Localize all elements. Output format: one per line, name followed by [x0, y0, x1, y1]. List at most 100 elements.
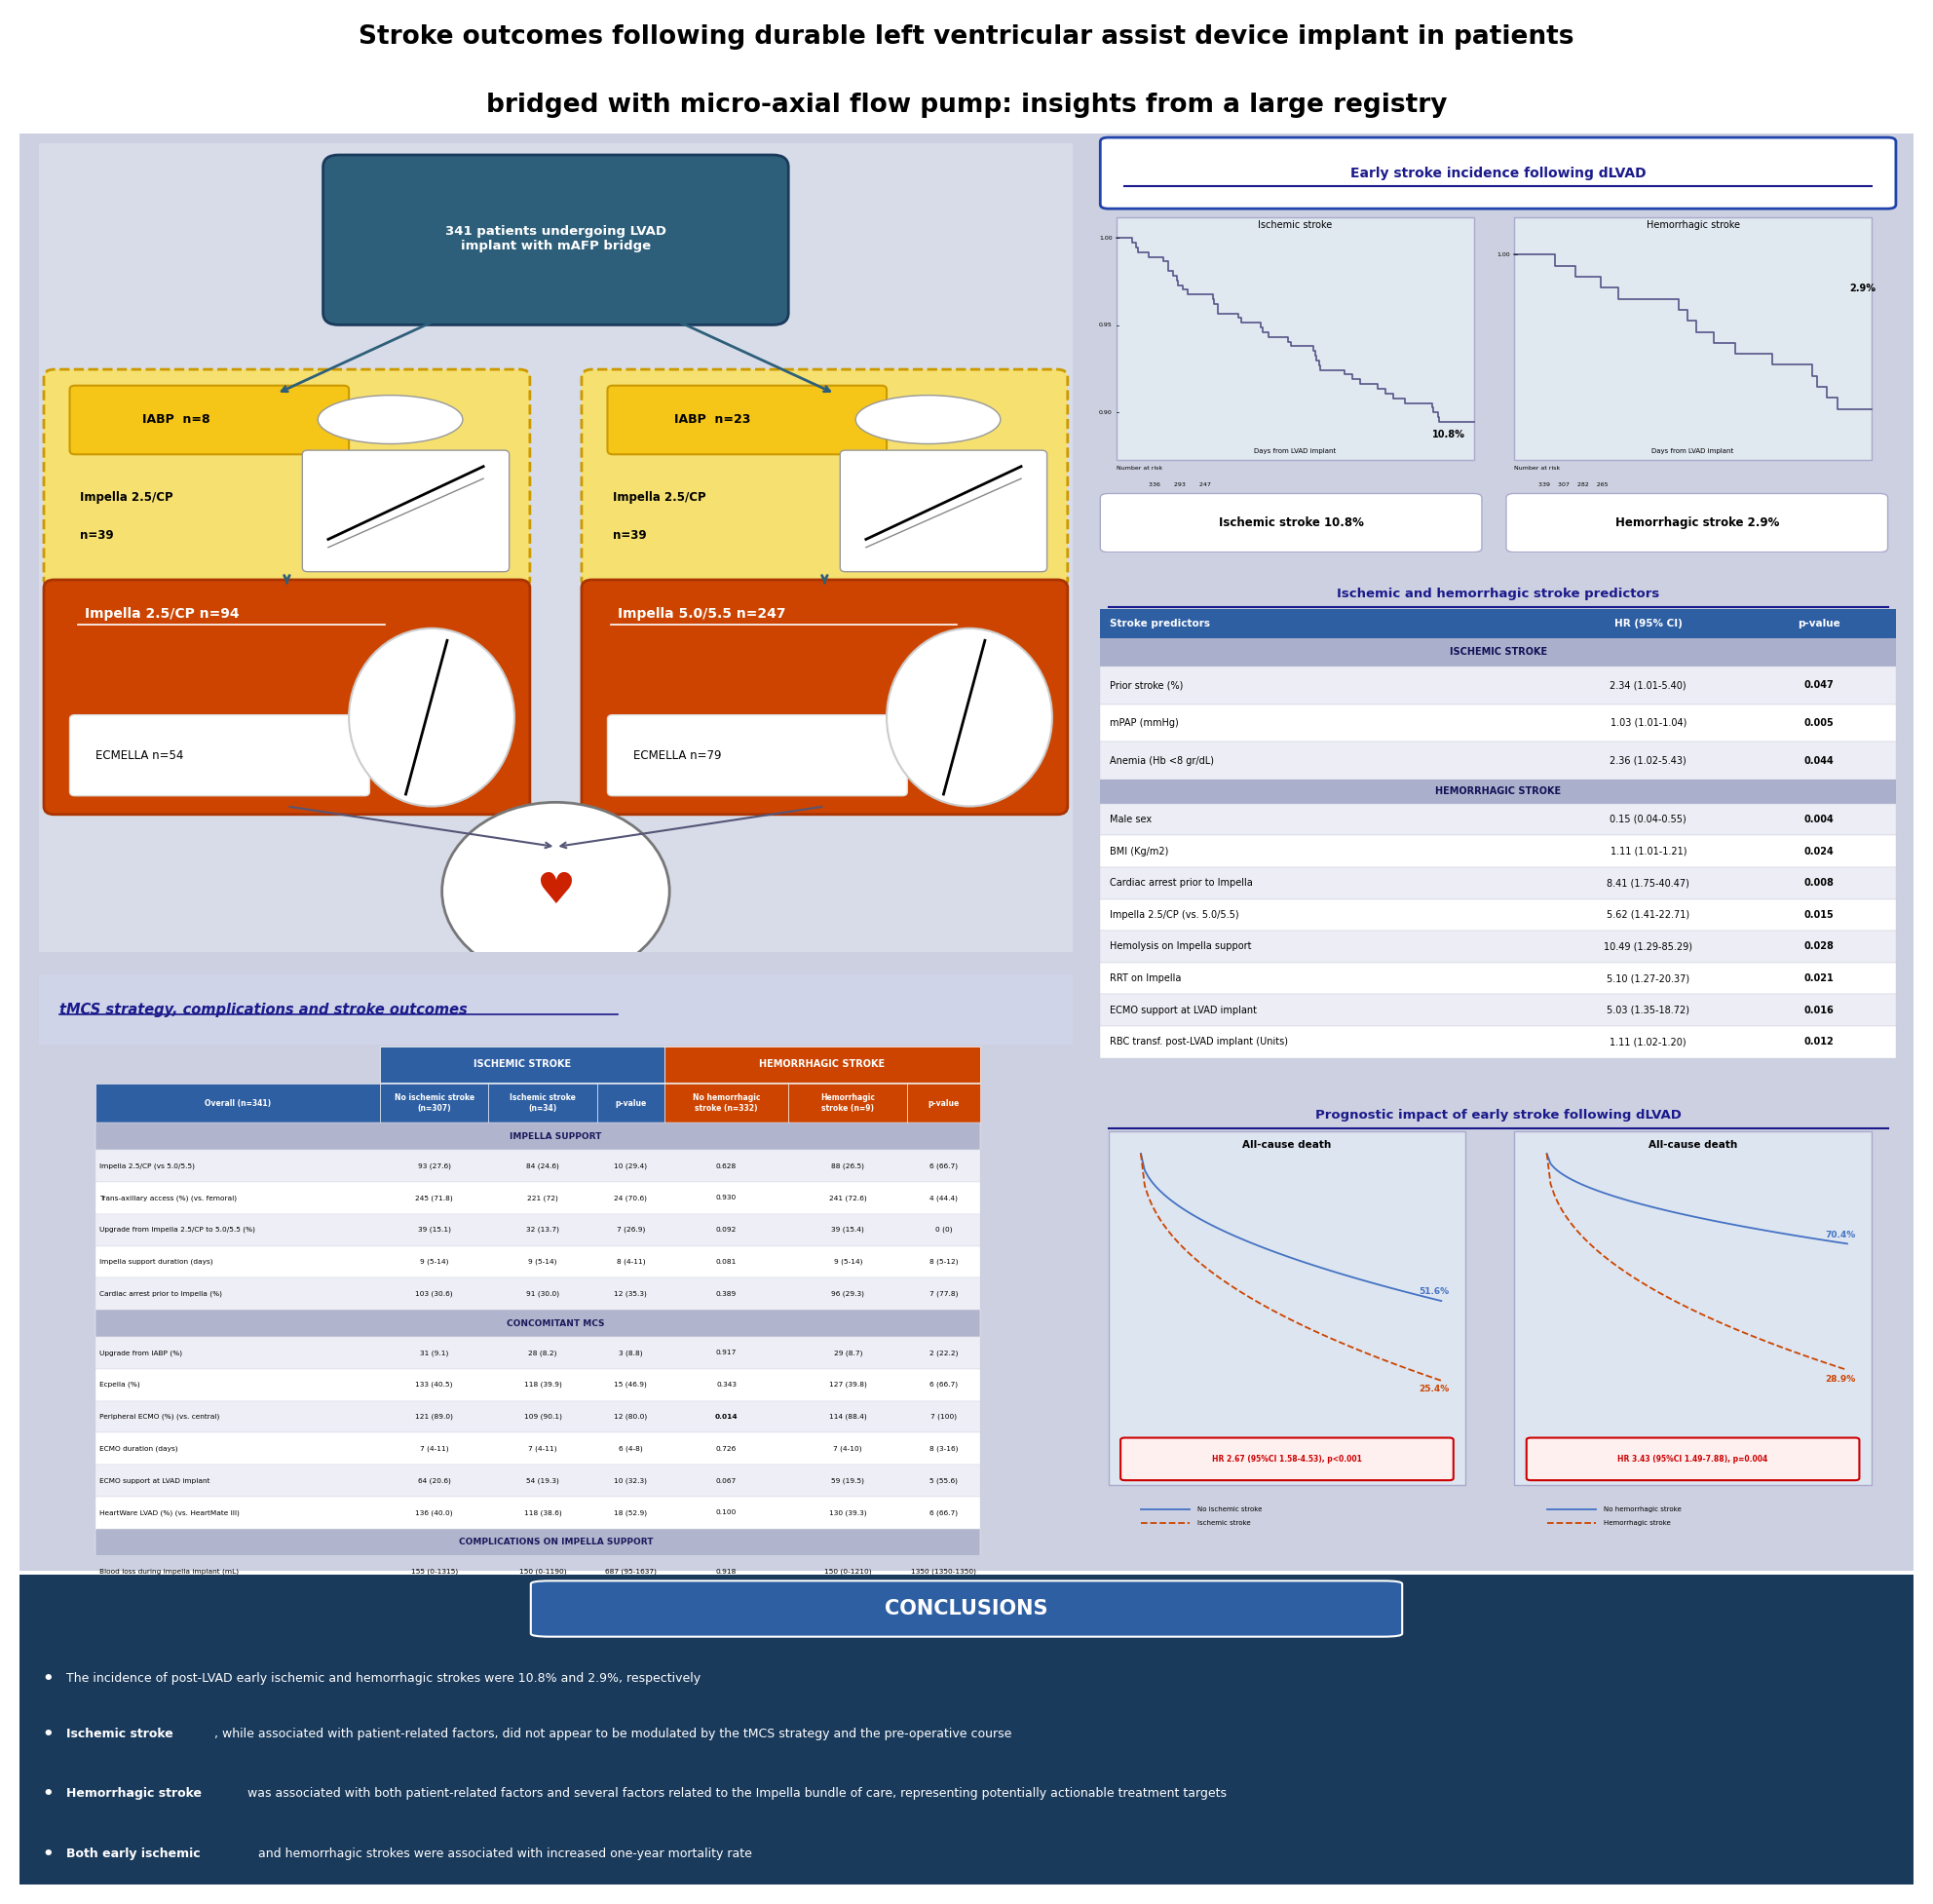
Text: p-value: p-value [615, 1099, 646, 1108]
Text: 0.95: 0.95 [1100, 324, 1111, 327]
Text: 18 (52.9): 18 (52.9) [615, 1510, 648, 1516]
Text: 59 (19.5): 59 (19.5) [831, 1478, 864, 1483]
Text: CONCLUSIONS: CONCLUSIONS [885, 1599, 1048, 1618]
Text: 155 (0-1315): 155 (0-1315) [410, 1569, 458, 1575]
Text: 150 (0-1210): 150 (0-1210) [823, 1569, 872, 1575]
Text: 8 (5-12): 8 (5-12) [930, 1259, 959, 1264]
Text: ISCHEMIC STROKE: ISCHEMIC STROKE [1450, 647, 1546, 657]
Text: 3 (8.8): 3 (8.8) [619, 1350, 642, 1356]
Text: 0.044: 0.044 [1803, 756, 1834, 765]
Text: 0.004: 0.004 [1803, 815, 1834, 824]
Text: 64 (20.6): 64 (20.6) [418, 1478, 450, 1483]
Text: 127 (40.8): 127 (40.8) [416, 1601, 452, 1607]
FancyBboxPatch shape [489, 1083, 597, 1123]
Text: and hemorrhagic strokes were associated with increased one-year mortality rate: and hemorrhagic strokes were associated … [253, 1847, 752, 1860]
Text: 118 (38.6): 118 (38.6) [524, 1510, 563, 1516]
Circle shape [443, 802, 669, 981]
Text: 1.00: 1.00 [1100, 236, 1111, 240]
Text: Hemolysis on Impella (%): Hemolysis on Impella (%) [101, 1601, 191, 1607]
Text: Hemorrhagic stroke 2.9%: Hemorrhagic stroke 2.9% [1614, 516, 1778, 529]
FancyBboxPatch shape [381, 1047, 665, 1081]
FancyBboxPatch shape [95, 1182, 980, 1215]
FancyBboxPatch shape [1084, 565, 1912, 1081]
FancyBboxPatch shape [597, 1083, 665, 1123]
Text: 7 (100): 7 (100) [930, 1413, 957, 1420]
Text: 10 (29.4): 10 (29.4) [615, 1163, 648, 1169]
Text: bridged with micro-axial flow pump: insights from a large registry: bridged with micro-axial flow pump: insi… [485, 93, 1448, 118]
FancyBboxPatch shape [1100, 137, 1896, 209]
Text: 0.092: 0.092 [715, 1226, 736, 1234]
Text: Hemolysis on Impella support: Hemolysis on Impella support [1110, 942, 1253, 952]
Text: 14 (45.2): 14 (45.2) [615, 1601, 648, 1607]
Text: , while associated with patient-related factors, did not appear to be modulated : , while associated with patient-related … [215, 1729, 1011, 1740]
FancyBboxPatch shape [1108, 1131, 1465, 1485]
Text: 10.8%: 10.8% [1432, 428, 1465, 440]
FancyBboxPatch shape [1100, 836, 1896, 866]
FancyBboxPatch shape [95, 1278, 980, 1310]
Text: 96 (29.3): 96 (29.3) [831, 1291, 864, 1297]
Text: 6 (66.7): 6 (66.7) [930, 1510, 957, 1516]
Text: Impella 2.5/CP (vs. 5.0/5.5): Impella 2.5/CP (vs. 5.0/5.5) [1110, 910, 1239, 920]
Text: ECMO support at LVAD implant: ECMO support at LVAD implant [1110, 1005, 1256, 1015]
FancyBboxPatch shape [665, 1047, 980, 1081]
Text: 0.016: 0.016 [1803, 1005, 1834, 1015]
FancyBboxPatch shape [582, 579, 1067, 815]
Text: Days from LVAD implant: Days from LVAD implant [1653, 449, 1734, 455]
Text: Prognostic impact of early stroke following dLVAD: Prognostic impact of early stroke follow… [1314, 1110, 1682, 1121]
Text: ECMELLA n=79: ECMELLA n=79 [634, 748, 721, 762]
Text: n=39: n=39 [613, 529, 646, 541]
Text: 28.9%: 28.9% [1825, 1375, 1856, 1382]
Text: 0.028: 0.028 [1803, 942, 1834, 952]
Text: The incidence of post-LVAD early ischemic and hemorrhagic strokes were 10.8% and: The incidence of post-LVAD early ischemi… [66, 1672, 702, 1685]
FancyBboxPatch shape [44, 579, 530, 815]
Text: 221 (72): 221 (72) [528, 1196, 559, 1201]
Text: 120 (39.6): 120 (39.6) [829, 1601, 866, 1607]
Text: 4 (44.4): 4 (44.4) [930, 1196, 957, 1201]
Text: 2.34 (1.01-5.40): 2.34 (1.01-5.40) [1610, 680, 1688, 689]
FancyBboxPatch shape [39, 975, 1073, 1045]
Text: HR 3.43 (95%CI 1.49-7.88), p=0.004: HR 3.43 (95%CI 1.49-7.88), p=0.004 [1618, 1455, 1769, 1462]
Text: 9 (5-14): 9 (5-14) [419, 1259, 448, 1264]
Text: No ischemic stroke
(n=307): No ischemic stroke (n=307) [394, 1093, 474, 1112]
Text: 1350 (1350-1350): 1350 (1350-1350) [910, 1569, 976, 1575]
Text: 0.024: 0.024 [1803, 847, 1834, 857]
FancyBboxPatch shape [1117, 217, 1473, 461]
FancyBboxPatch shape [95, 1310, 980, 1337]
Text: 32 (13.7): 32 (13.7) [526, 1226, 559, 1234]
FancyBboxPatch shape [95, 1123, 980, 1150]
Text: Upgrade from IABP (%): Upgrade from IABP (%) [101, 1350, 182, 1356]
Text: Number at risk: Number at risk [1117, 466, 1162, 470]
Text: 0.917: 0.917 [715, 1350, 736, 1356]
FancyBboxPatch shape [1100, 638, 1896, 666]
FancyBboxPatch shape [95, 1245, 980, 1278]
FancyBboxPatch shape [607, 385, 887, 455]
FancyBboxPatch shape [44, 369, 530, 588]
Text: Days from LVAD implant: Days from LVAD implant [1255, 449, 1336, 455]
Text: 5.10 (1.27-20.37): 5.10 (1.27-20.37) [1606, 973, 1689, 982]
Text: 0.012: 0.012 [1803, 1038, 1834, 1047]
Text: 1.03 (1.01-1.04): 1.03 (1.01-1.04) [1610, 718, 1686, 727]
Text: Number at risk: Number at risk [1514, 466, 1560, 470]
Text: IABP  n=8: IABP n=8 [143, 413, 211, 426]
FancyBboxPatch shape [1100, 899, 1896, 931]
Text: Both early ischemic: Both early ischemic [66, 1847, 201, 1860]
Ellipse shape [887, 628, 1052, 807]
Text: 10 (32.3): 10 (32.3) [615, 1478, 648, 1483]
FancyBboxPatch shape [789, 1083, 907, 1123]
Text: 8 (3-16): 8 (3-16) [930, 1445, 959, 1453]
FancyBboxPatch shape [1100, 994, 1896, 1026]
Text: 0.726: 0.726 [715, 1445, 736, 1451]
Text: No hemorrhagic
stroke (n=332): No hemorrhagic stroke (n=332) [692, 1093, 760, 1112]
Text: 0 (0): 0 (0) [936, 1226, 953, 1234]
Text: Hemorrhagic stroke: Hemorrhagic stroke [1604, 1519, 1670, 1525]
Text: 241 (72.6): 241 (72.6) [829, 1196, 866, 1201]
Text: 7 (4-11): 7 (4-11) [419, 1445, 448, 1453]
FancyBboxPatch shape [1100, 1026, 1896, 1059]
Text: Peripheral ECMO (%) (vs. central): Peripheral ECMO (%) (vs. central) [101, 1413, 220, 1420]
FancyBboxPatch shape [907, 1083, 980, 1123]
FancyBboxPatch shape [582, 369, 1067, 588]
FancyBboxPatch shape [70, 714, 369, 796]
Text: 8 (4-11): 8 (4-11) [617, 1259, 646, 1264]
FancyBboxPatch shape [10, 1573, 1923, 1887]
Text: 0.014: 0.014 [715, 1415, 738, 1420]
